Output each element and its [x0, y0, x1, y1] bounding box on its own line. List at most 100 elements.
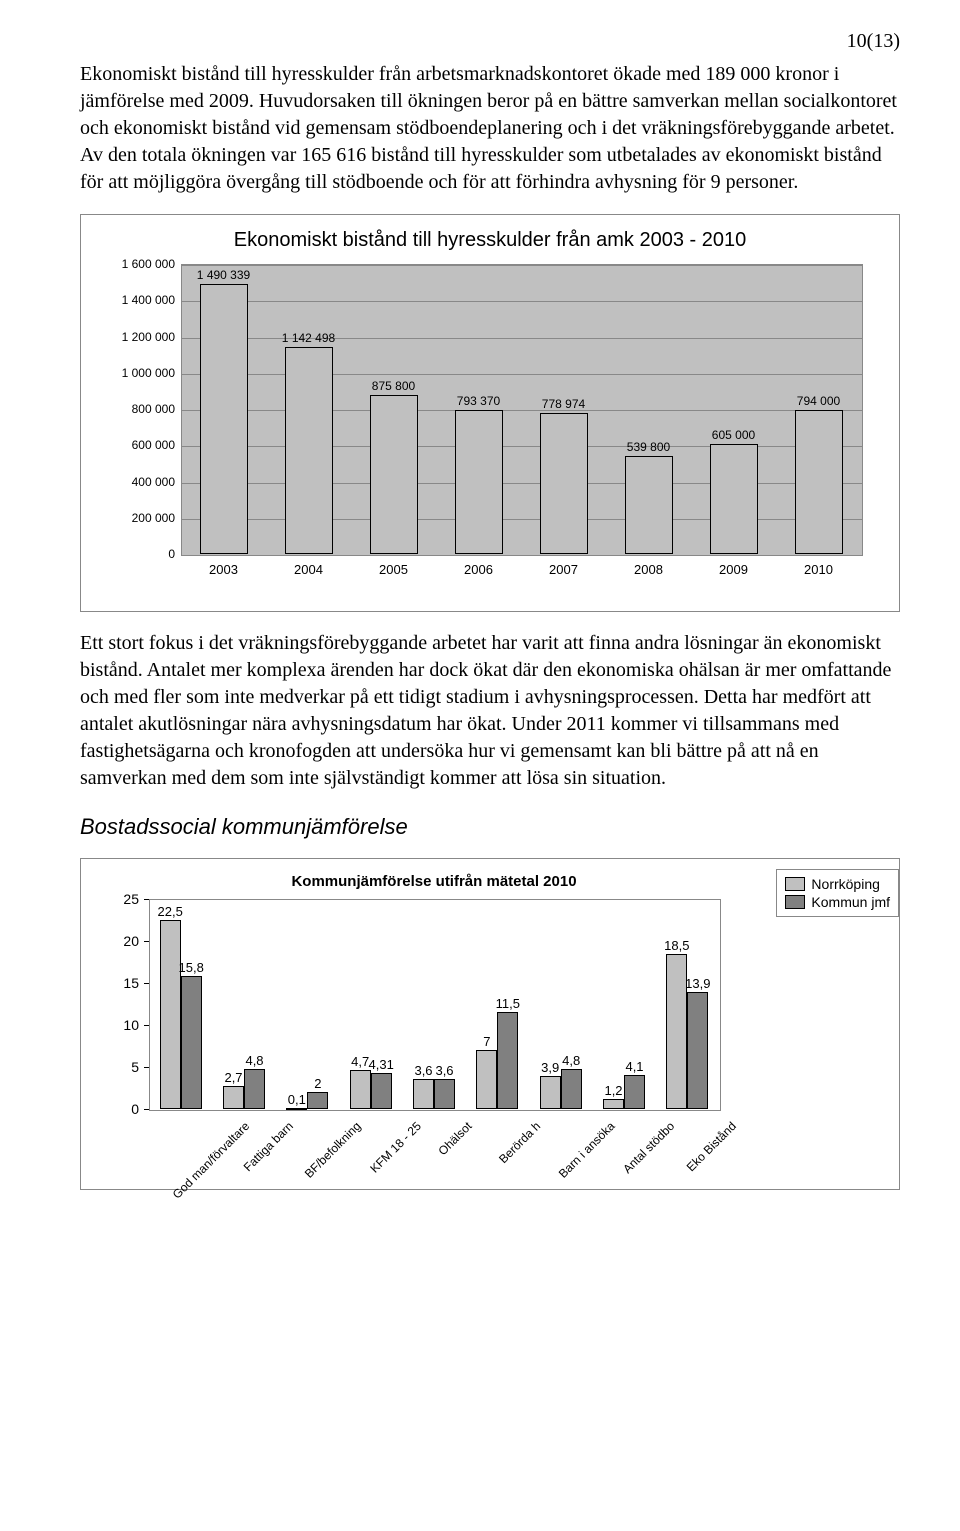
chart-1-bar-label: 1 142 498: [282, 331, 335, 345]
chart-2-bar-s2: [434, 1079, 455, 1109]
chart-1-bar-label: 1 490 339: [197, 268, 250, 282]
chart-2-x-tick: Barn i ansöka: [555, 1119, 617, 1181]
chart-2-bar-label-s2: 15,8: [179, 960, 204, 975]
chart-2-y-tickmark: [144, 1025, 149, 1026]
chart-2-bar-label-s2: 3,6: [435, 1063, 453, 1078]
chart-2-bar-label-s1: 0,1: [288, 1092, 306, 1107]
chart-2-y-tickmark: [144, 1109, 149, 1110]
chart-2-bar-s2: [244, 1069, 265, 1109]
chart-1-bar-label: 539 800: [627, 440, 670, 454]
chart-1-bar-label: 794 000: [797, 394, 840, 408]
chart-1-bar: [710, 444, 758, 554]
chart-2-title: Kommunjämförelse utifrån mätetal 2010: [209, 873, 659, 890]
chart-1-x-tick: 2006: [464, 562, 493, 577]
chart-2-bar-label-s1: 7: [483, 1034, 490, 1049]
chart-1-bar: [200, 284, 248, 554]
chart-1-y-tick: 1 000 000: [103, 366, 175, 380]
chart-2-bar-label-s1: 1,2: [604, 1083, 622, 1098]
paragraph-1: Ekonomiskt bistånd till hyresskulder frå…: [80, 61, 900, 196]
chart-1-bar-label: 778 974: [542, 397, 585, 411]
chart-1-y-tick: 1 600 000: [103, 257, 175, 271]
chart-2-y-tick: 25: [101, 891, 139, 907]
chart-1-bar-label: 605 000: [712, 428, 755, 442]
chart-1-box: Ekonomiskt bistånd till hyresskulder frå…: [80, 214, 900, 612]
chart-2-bar-s2: [561, 1069, 582, 1109]
chart-1-y-tick: 400 000: [103, 475, 175, 489]
chart-2-y-tick: 5: [101, 1059, 139, 1075]
chart-2-y-tick: 10: [101, 1017, 139, 1033]
chart-1-bar: [455, 410, 503, 554]
chart-1-x-tick: 2005: [379, 562, 408, 577]
chart-2-y-tickmark: [144, 983, 149, 984]
chart-2-box: Kommunjämförelse utifrån mätetal 2010 Nor…: [80, 858, 900, 1190]
chart-2-x-tick: BF/befolkning: [302, 1119, 364, 1181]
chart-2-legend: Norrköping Kommun jmf: [776, 869, 899, 917]
chart-2-legend-row: Norrköping: [785, 876, 890, 892]
chart-2-bar-s2: [497, 1012, 518, 1109]
chart-2-legend-row: Kommun jmf: [785, 894, 890, 910]
chart-1-y-tick: 800 000: [103, 402, 175, 416]
chart-2-bar-label-s1: 3,9: [541, 1060, 559, 1075]
chart-1-gridline: [182, 301, 862, 302]
chart-2-bar-s1: [223, 1086, 244, 1109]
page-number: 10(13): [80, 30, 900, 53]
chart-1-y-tick: 1 400 000: [103, 293, 175, 307]
chart-1-bar: [540, 413, 588, 554]
chart-2-bar-s1: [666, 954, 687, 1109]
chart-2-bar-label-s1: 18,5: [664, 938, 689, 953]
chart-2-bar-s2: [687, 992, 708, 1109]
chart-2-y-tickmark: [144, 941, 149, 942]
chart-1-y-tick: 200 000: [103, 511, 175, 525]
chart-2-bar-s1: [413, 1079, 434, 1109]
chart-1-gridline: [182, 265, 862, 266]
chart-1-bar: [625, 456, 673, 554]
chart-1-bar: [285, 347, 333, 554]
chart-2-bar-label-s1: 4,7: [351, 1054, 369, 1069]
chart-2-bar-label-s2: 11,5: [496, 996, 520, 1011]
paragraph-2: Ett stort fokus i det vräkningsförebygga…: [80, 630, 900, 792]
chart-2-x-tick: Ohälsot: [435, 1119, 474, 1158]
chart-2-legend-swatch: [785, 877, 805, 891]
chart-2-y-tick: 20: [101, 933, 139, 949]
chart-2-y-tickmark: [144, 1067, 149, 1068]
chart-2-bar-s1: [603, 1099, 624, 1109]
chart-1-plot-area: [181, 264, 863, 556]
chart-1-bar-label: 875 800: [372, 379, 415, 393]
chart-2-legend-label: Norrköping: [811, 876, 879, 892]
chart-2-y-tick: 0: [101, 1101, 139, 1117]
chart-2-bar-s2: [181, 976, 202, 1109]
chart-1: 0 200 000 400 000 600 000 800 000 1 000 000 1 …: [101, 264, 871, 599]
chart-2: Kommunjämförelse utifrån mätetal 2010 Nor…: [101, 869, 899, 1149]
chart-2-x-tick: God man/förvaltare: [169, 1119, 252, 1202]
chart-2-x-tick: Antal stödbo: [620, 1119, 677, 1176]
chart-2-bar-s2: [371, 1073, 392, 1109]
chart-2-bar-s1: [350, 1070, 371, 1109]
chart-2-bar-label-s2: 4,31: [369, 1057, 394, 1072]
chart-2-y-tickmark: [144, 899, 149, 900]
chart-2-x-tick: Berörda h: [496, 1119, 543, 1166]
chart-1-x-tick: 2009: [719, 562, 748, 577]
chart-2-bar-s2: [624, 1075, 645, 1109]
chart-2-bar-label-s2: 4,1: [625, 1059, 643, 1074]
chart-1-bar: [795, 410, 843, 554]
chart-1-gridline: [182, 555, 862, 556]
chart-2-bar-s2: [307, 1092, 328, 1109]
chart-2-bar-label-s1: 22,5: [158, 904, 183, 919]
chart-2-legend-swatch: [785, 895, 805, 909]
chart-1-y-tick: 600 000: [103, 438, 175, 452]
chart-2-bar-label-s1: 3,6: [414, 1063, 432, 1078]
chart-1-y-tick: 0: [103, 547, 175, 561]
chart-1-x-tick: 2010: [804, 562, 833, 577]
chart-2-bar-s1: [160, 920, 181, 1109]
chart-2-bar-s1: [540, 1076, 561, 1109]
chart-2-bar-s1: [476, 1050, 497, 1109]
heading-2: Bostadssocial kommunjämförelse: [80, 814, 900, 840]
chart-1-y-tick: 1 200 000: [103, 330, 175, 344]
chart-2-bar-label-s2: 2: [314, 1076, 321, 1091]
chart-1-bar: [370, 395, 418, 554]
chart-1-x-tick: 2003: [209, 562, 238, 577]
chart-1-x-tick: 2007: [549, 562, 578, 577]
chart-1-title: Ekonomiskt bistånd till hyresskulder frå…: [101, 229, 879, 252]
chart-2-bar-label-s2: 13,9: [685, 976, 710, 991]
chart-2-x-tick: Eko Bistånd: [684, 1119, 739, 1174]
